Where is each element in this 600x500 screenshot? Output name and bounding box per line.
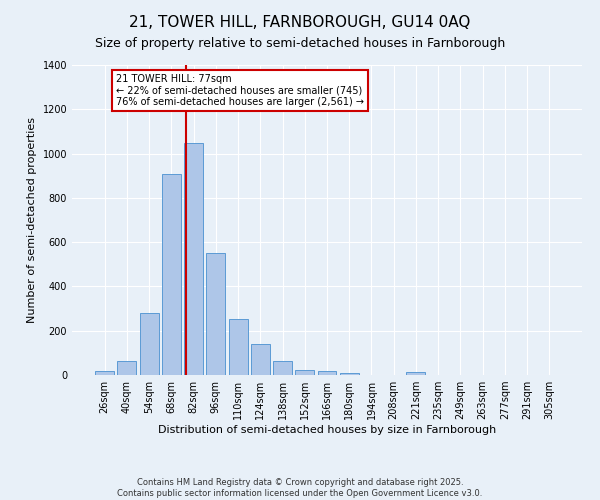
Bar — [140, 313, 158, 375]
Bar — [162, 174, 181, 375]
Bar — [206, 253, 225, 375]
Bar — [295, 370, 314, 375]
Bar — [317, 371, 337, 375]
Bar — [251, 344, 270, 375]
Bar — [229, 318, 248, 375]
Bar — [273, 360, 292, 375]
Text: 21 TOWER HILL: 77sqm
← 22% of semi-detached houses are smaller (745)
76% of semi: 21 TOWER HILL: 77sqm ← 22% of semi-detac… — [116, 74, 364, 107]
Text: Contains HM Land Registry data © Crown copyright and database right 2025.
Contai: Contains HM Land Registry data © Crown c… — [118, 478, 482, 498]
Bar — [95, 370, 114, 375]
X-axis label: Distribution of semi-detached houses by size in Farnborough: Distribution of semi-detached houses by … — [158, 425, 496, 435]
Bar — [340, 373, 359, 375]
Bar — [406, 372, 425, 375]
Bar — [118, 360, 136, 375]
Text: 21, TOWER HILL, FARNBOROUGH, GU14 0AQ: 21, TOWER HILL, FARNBOROUGH, GU14 0AQ — [130, 15, 470, 30]
Text: Size of property relative to semi-detached houses in Farnborough: Size of property relative to semi-detach… — [95, 38, 505, 51]
Bar — [184, 143, 203, 375]
Y-axis label: Number of semi-detached properties: Number of semi-detached properties — [27, 117, 37, 323]
